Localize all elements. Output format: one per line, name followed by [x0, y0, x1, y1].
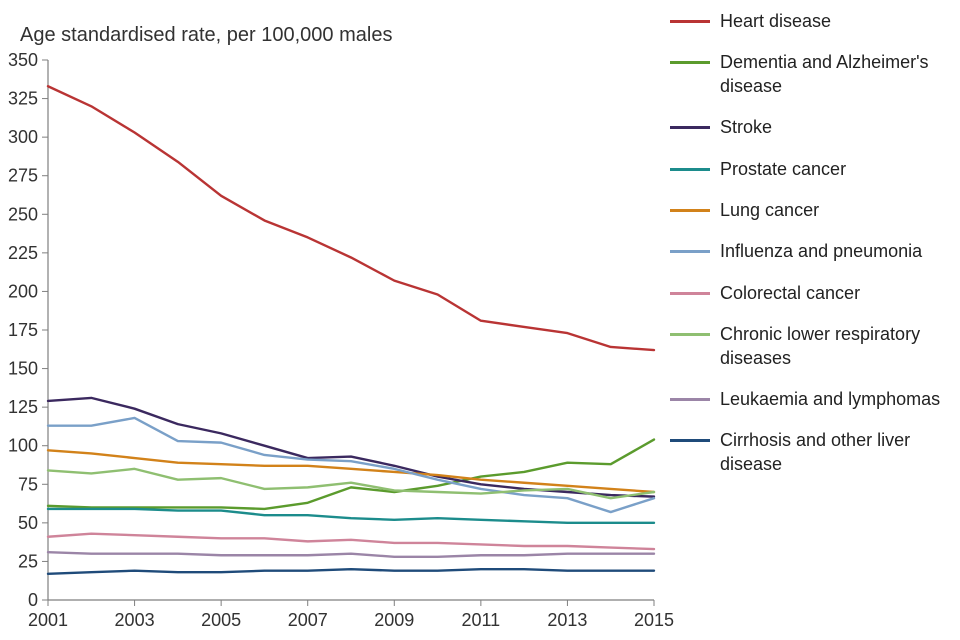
legend-item: Stroke [670, 116, 950, 139]
series-line [48, 534, 654, 549]
y-tick-label: 300 [8, 127, 38, 147]
legend-swatch [670, 292, 710, 295]
x-tick-label: 2005 [201, 610, 241, 630]
series-line [48, 86, 654, 350]
legend-swatch [670, 126, 710, 129]
y-tick-label: 50 [18, 513, 38, 533]
legend-item: Influenza and pneumonia [670, 240, 950, 263]
legend-item: Heart disease [670, 10, 950, 33]
legend-label: Influenza and pneumonia [720, 240, 950, 263]
legend-swatch [670, 333, 710, 336]
legend-label: Prostate cancer [720, 158, 950, 181]
x-tick-label: 2013 [547, 610, 587, 630]
legend-swatch [670, 20, 710, 23]
legend-item: Cirrhosis and other liver disease [670, 429, 950, 476]
y-tick-label: 125 [8, 397, 38, 417]
legend-item: Chronic lower respiratory diseases [670, 323, 950, 370]
y-tick-label: 175 [8, 320, 38, 340]
legend-label: Dementia and Alzheimer's disease [720, 51, 950, 98]
legend-swatch [670, 398, 710, 401]
y-tick-label: 250 [8, 204, 38, 224]
series-line [48, 418, 654, 512]
legend-swatch [670, 439, 710, 442]
legend-item: Prostate cancer [670, 158, 950, 181]
y-tick-label: 225 [8, 243, 38, 263]
series-line [48, 552, 654, 557]
legend-item: Leukaemia and lymphomas [670, 388, 950, 411]
x-tick-label: 2015 [634, 610, 674, 630]
legend-label: Leukaemia and lymphomas [720, 388, 950, 411]
y-tick-label: 75 [18, 474, 38, 494]
y-tick-label: 25 [18, 551, 38, 571]
y-tick-label: 100 [8, 436, 38, 456]
legend-swatch [670, 61, 710, 64]
legend-label: Heart disease [720, 10, 950, 33]
x-tick-label: 2003 [115, 610, 155, 630]
legend-swatch [670, 250, 710, 253]
x-tick-label: 2009 [374, 610, 414, 630]
x-tick-label: 2007 [288, 610, 328, 630]
series-line [48, 509, 654, 523]
series-line [48, 469, 654, 498]
x-tick-label: 2001 [28, 610, 68, 630]
legend-label: Colorectal cancer [720, 282, 950, 305]
x-tick-label: 2011 [461, 610, 500, 630]
series-line [48, 569, 654, 574]
legend-label: Chronic lower respiratory diseases [720, 323, 950, 370]
y-tick-label: 150 [8, 359, 38, 379]
legend-label: Lung cancer [720, 199, 950, 222]
legend-swatch [670, 168, 710, 171]
legend-label: Cirrhosis and other liver disease [720, 429, 950, 476]
legend: Heart disease Dementia and Alzheimer's di… [670, 10, 950, 494]
y-tick-label: 325 [8, 89, 38, 109]
legend-item: Dementia and Alzheimer's disease [670, 51, 950, 98]
y-tick-label: 200 [8, 281, 38, 301]
y-tick-label: 350 [8, 50, 38, 70]
chart-title: Age standardised rate, per 100,000 males [20, 24, 392, 47]
legend-item: Colorectal cancer [670, 282, 950, 305]
chart-container: Age standardised rate, per 100,000 males… [0, 0, 960, 640]
y-tick-label: 275 [8, 166, 38, 186]
legend-item: Lung cancer [670, 199, 950, 222]
legend-label: Stroke [720, 116, 950, 139]
y-tick-label: 0 [28, 590, 38, 610]
legend-swatch [670, 209, 710, 212]
